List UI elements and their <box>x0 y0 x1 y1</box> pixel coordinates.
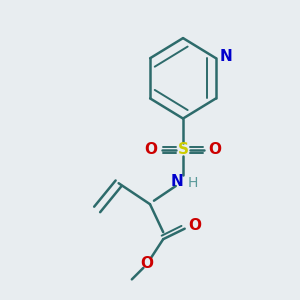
Text: H: H <box>188 176 198 190</box>
Text: O: O <box>188 218 201 233</box>
Text: O: O <box>140 256 153 271</box>
Text: O: O <box>208 142 222 158</box>
Text: N: N <box>171 174 184 189</box>
Text: S: S <box>178 142 188 158</box>
Text: N: N <box>219 49 232 64</box>
Text: O: O <box>145 142 158 158</box>
